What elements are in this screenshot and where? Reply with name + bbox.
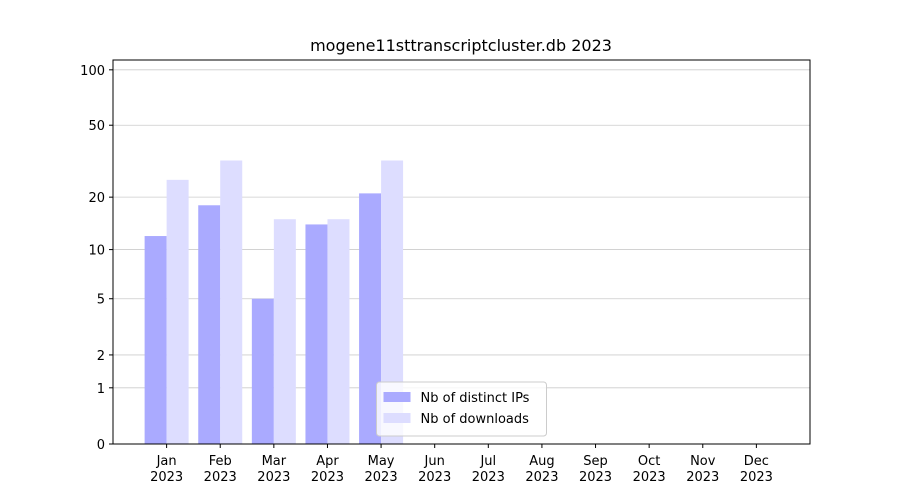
bar	[305, 224, 328, 444]
legend-box	[376, 381, 547, 437]
y-tick-label: 0	[97, 438, 105, 453]
plot-frame	[112, 59, 811, 445]
x-tick-label: Jan 2023	[150, 454, 183, 485]
bar	[273, 219, 296, 444]
legend-swatch	[383, 392, 411, 402]
x-tick-label: Nov 2023	[686, 454, 719, 485]
bar	[144, 236, 167, 444]
legend: Nb of distinct IPs Nb of downloads	[376, 381, 547, 437]
legend-label: Nb of downloads	[421, 412, 530, 427]
y-tick-label: 5	[97, 293, 105, 308]
x-tick-label: May 2023	[365, 454, 398, 485]
bar	[381, 160, 404, 444]
bar	[359, 193, 382, 444]
chart-title: mogene11sttranscriptcluster.db 2023	[310, 36, 612, 55]
bar	[251, 298, 274, 444]
y-tick-label: 50	[88, 119, 105, 134]
x-tick-label: Dec 2023	[740, 454, 773, 485]
y-tick-label: 20	[88, 191, 105, 206]
legend-label: Nb of distinct IPs	[421, 391, 530, 406]
x-tick-label: Sep 2023	[579, 454, 612, 485]
x-tick-label: Mar 2023	[257, 454, 290, 485]
y-tick-label: 2	[97, 349, 105, 364]
x-tick-label: Oct 2023	[633, 454, 666, 485]
bar	[198, 205, 221, 444]
y-tick-label: 1	[97, 382, 105, 397]
x-tick-label: Feb 2023	[204, 454, 237, 485]
x-tick-label: Jul 2023	[472, 454, 505, 485]
legend-swatch	[383, 413, 411, 423]
x-tick-label: Jun 2023	[418, 454, 451, 485]
x-tick-label: Apr 2023	[311, 454, 344, 485]
bar	[220, 160, 243, 444]
x-tick-label: Aug 2023	[525, 454, 558, 485]
y-tick-label: 100	[80, 64, 105, 79]
bar	[166, 179, 189, 445]
bar	[327, 219, 350, 444]
y-tick-label: 10	[88, 244, 105, 259]
